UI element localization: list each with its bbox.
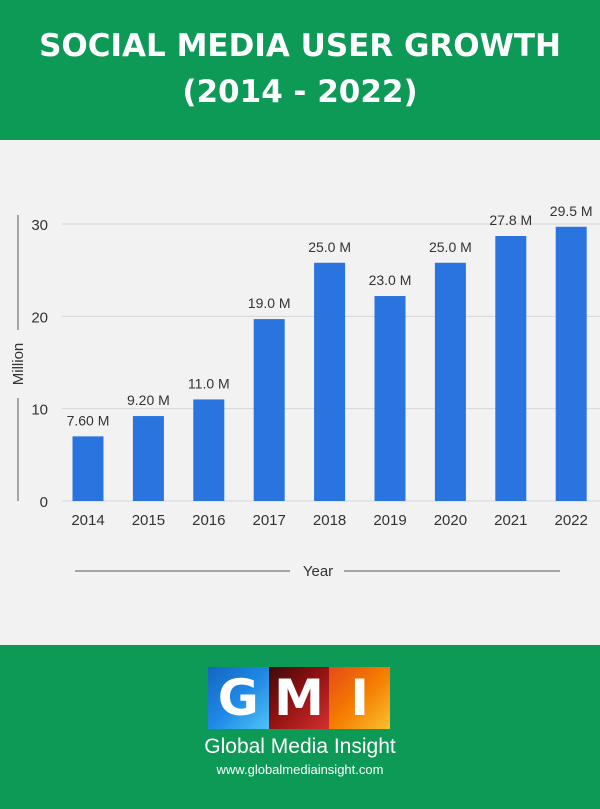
brand-url: www.globalmediainsight.com <box>216 762 384 777</box>
x-tick-label: 2017 <box>253 512 286 529</box>
data-label: 29.5 M <box>550 203 593 219</box>
logo-letter-m: M <box>268 667 330 729</box>
bar <box>555 226 587 501</box>
data-label: 27.8 M <box>489 212 532 228</box>
x-tick-label: 2020 <box>434 512 467 529</box>
logo-letter-g: G <box>208 667 269 729</box>
x-tick-label: 2019 <box>373 512 406 529</box>
logo-letter-i: I <box>329 667 390 729</box>
x-tick-label: 2022 <box>555 512 588 529</box>
bar <box>253 319 285 501</box>
x-tick-label: 2018 <box>313 512 346 529</box>
x-tick-label: 2014 <box>71 512 104 529</box>
bar <box>193 399 225 501</box>
data-label: 7.60 M <box>67 412 110 428</box>
bar-chart: 0 10 20 30 Million 7.60 M 9.20 M 11.0 M 19.0 M 2… <box>10 203 600 580</box>
y-tick-label: 10 <box>31 402 48 419</box>
gmi-logo: G M I <box>208 667 390 729</box>
bar <box>434 262 466 501</box>
chart-panel: 0 10 20 30 Million 7.60 M 9.20 M 11.0 M 19.0 M 2… <box>0 140 600 645</box>
x-tick-label: 2016 <box>192 512 225 529</box>
bar <box>72 436 104 501</box>
chart-title-line2: (2014 - 2022) <box>182 74 418 110</box>
y-tick-label: 30 <box>31 217 48 234</box>
y-tick-label: 20 <box>31 309 48 326</box>
x-tick-label: 2021 <box>494 512 527 529</box>
x-axis-title: Year <box>303 563 333 580</box>
footer-banner: G M I Global Media Insight www.globalmed… <box>0 645 600 809</box>
y-tick-label: 0 <box>40 494 48 511</box>
data-label: 23.0 M <box>369 272 412 288</box>
chart-title-line1: SOCIAL MEDIA USER GROWTH <box>39 28 561 64</box>
header-banner: SOCIAL MEDIA USER GROWTH (2014 - 2022) <box>0 0 600 140</box>
data-label: 19.0 M <box>248 295 291 311</box>
brand-name: Global Media Insight <box>204 735 396 758</box>
bar <box>374 296 406 501</box>
bar <box>132 416 164 501</box>
data-label: 25.0 M <box>308 239 351 255</box>
data-label: 9.20 M <box>127 392 170 408</box>
x-tick-label: 2015 <box>132 512 165 529</box>
bar <box>495 236 527 501</box>
bar <box>314 262 346 501</box>
y-axis-title: Million <box>10 343 27 386</box>
data-label: 25.0 M <box>429 239 472 255</box>
data-label: 11.0 M <box>188 375 230 391</box>
